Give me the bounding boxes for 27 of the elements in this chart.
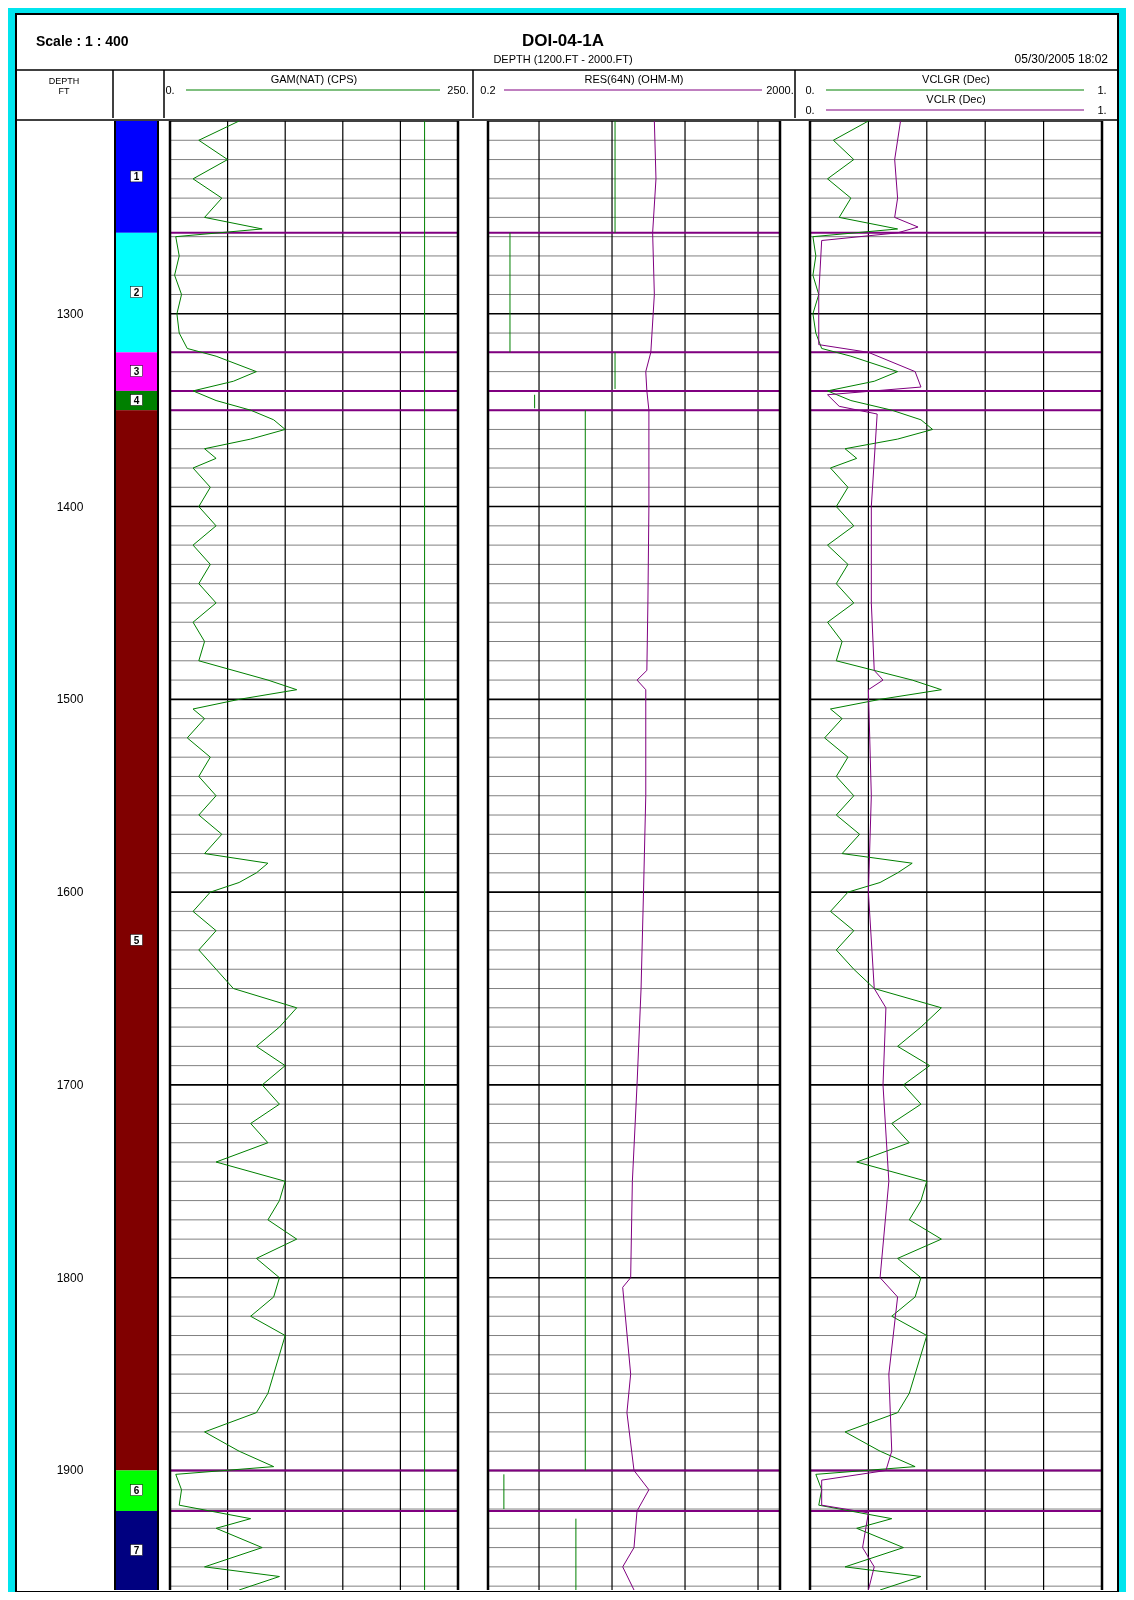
x-tick-label: 2000. [766, 84, 794, 96]
y-tick-label: 1300 [56, 306, 84, 321]
x-axis-title: GAM(NAT) (CPS) [270, 73, 358, 85]
y-tick-label: 1900 [56, 1463, 84, 1478]
x-tick-label: 0. [165, 84, 175, 96]
x-tick-label: 250. [447, 84, 469, 96]
y-axis-title: DEPTH FT [48, 76, 80, 96]
y-tick-label: 1800 [56, 1270, 84, 1285]
x-axis-title: VCLGR (Dec) [922, 73, 990, 85]
y-tick-label: 1700 [56, 1077, 84, 1092]
y-tick-label: 1500 [56, 692, 84, 707]
x-axis-title: RES(64N) (OHM-M) [584, 73, 684, 85]
text: Scale : 1 : 400 [36, 33, 129, 49]
series-label: 2 [133, 287, 140, 299]
series-label: 6 [133, 1485, 140, 1497]
chart-subtitle: DEPTH (1200.FT - 2000.FT) [493, 53, 633, 65]
series-label: 4 [133, 395, 140, 407]
series-label: 3 [133, 366, 140, 378]
series-label: 7 [133, 1544, 140, 1556]
y-tick-label: 1600 [56, 885, 84, 900]
x-tick-label: 0.2 [480, 84, 496, 96]
series-label: 1 [133, 171, 140, 183]
text: 05/30/2005 18:02 [1014, 52, 1109, 66]
x2-axis-title: VCLR (Dec) [926, 93, 986, 105]
series-label: 5 [133, 934, 140, 946]
y-tick-label: 1400 [56, 499, 84, 514]
chart-title: DOI-04-1A [521, 31, 605, 50]
